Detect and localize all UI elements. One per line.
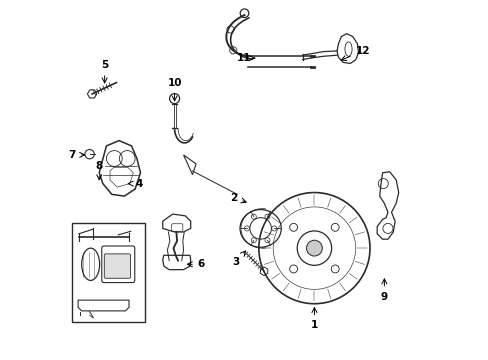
Text: 11: 11	[237, 53, 254, 63]
FancyBboxPatch shape	[104, 254, 130, 278]
Text: 10: 10	[167, 78, 182, 101]
Text: 6: 6	[187, 259, 204, 269]
Circle shape	[306, 240, 322, 256]
Text: 1: 1	[310, 307, 317, 330]
Text: 3: 3	[231, 251, 245, 267]
Text: 2: 2	[230, 193, 245, 203]
Text: 12: 12	[341, 46, 369, 60]
Text: 9: 9	[380, 279, 387, 302]
Text: 4: 4	[128, 179, 142, 189]
Text: 7: 7	[68, 150, 84, 160]
Text: 5: 5	[101, 60, 108, 83]
Text: 8: 8	[96, 161, 102, 180]
Bar	[72, 223, 145, 321]
